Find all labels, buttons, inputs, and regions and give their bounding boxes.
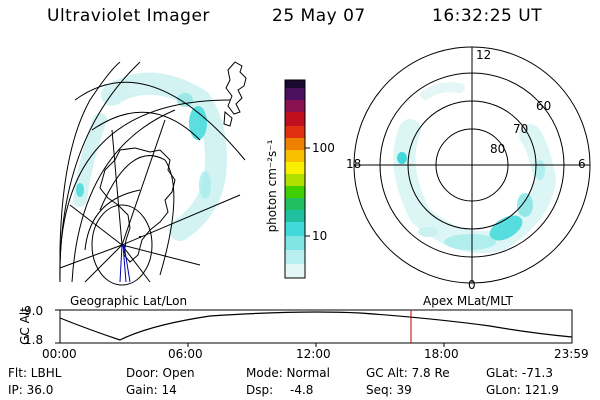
time-label: 16:32:25 UT [432, 6, 543, 26]
geographic-grid [59, 61, 246, 286]
antarctica-coastline [99, 147, 176, 263]
altitude-y-top: 9.0 [24, 304, 44, 318]
earth-limb [59, 61, 121, 282]
aurora-oval-geographic [73, 72, 227, 241]
info-dsp-label: Dsp: [246, 383, 274, 397]
time-tick-3: 18:00 [424, 347, 459, 361]
info-door: Door: Open [126, 366, 195, 380]
info-dsp-value: -4.8 [290, 383, 314, 397]
apex-map-label: Apex MLat/MLT [423, 294, 513, 308]
colorbar-unit-label: photon cm⁻²s⁻¹ [265, 139, 279, 233]
date-label: 25 May 07 [272, 6, 366, 26]
lat-label-60: 60 [536, 99, 552, 113]
mlt-label-6: 6 [578, 157, 586, 171]
polar-plot [353, 46, 591, 284]
altitude-plot [55, 309, 573, 347]
aurora-oval-polar [393, 82, 557, 254]
geographic-map [59, 61, 247, 286]
info-gain: Gain: 14 [126, 383, 177, 397]
mlt-label-12: 12 [476, 48, 492, 62]
time-tick-0: 00:00 [42, 347, 77, 361]
northern-coastline [225, 61, 247, 115]
altitude-y-bottom: 1.8 [24, 333, 44, 347]
info-seq: Seq: 39 [366, 383, 412, 397]
mlt-label-0: 0 [468, 278, 476, 292]
time-tick-4: 23:59 [554, 347, 589, 361]
info-mode: Mode: Normal [246, 366, 330, 380]
colorbar-tick-10: 10 [312, 229, 328, 243]
mlt-label-18: 18 [346, 157, 362, 171]
colorbar-tick-100: 100 [312, 141, 335, 155]
info-flt: Flt: LBHL [8, 366, 62, 380]
polar-grid [353, 46, 591, 284]
geographic-map-label: Geographic Lat/Lon [70, 294, 188, 308]
info-glat: GLat: -71.3 [486, 366, 553, 380]
time-tick-1: 06:00 [168, 347, 203, 361]
altitude-curve [59, 311, 573, 341]
info-ip: IP: 36.0 [8, 383, 54, 397]
time-tick-2: 12:00 [296, 347, 331, 361]
lat-label-80: 80 [490, 142, 506, 156]
colorbar [284, 79, 310, 279]
info-glon: GLon: 121.9 [486, 383, 559, 397]
info-gc-alt: GC Alt: 7.8 Re [366, 366, 450, 380]
lat-label-70: 70 [513, 122, 529, 136]
meridian-line [119, 244, 123, 283]
aurora-bright-patch [189, 106, 207, 140]
instrument-title: Ultraviolet Imager [47, 6, 210, 26]
